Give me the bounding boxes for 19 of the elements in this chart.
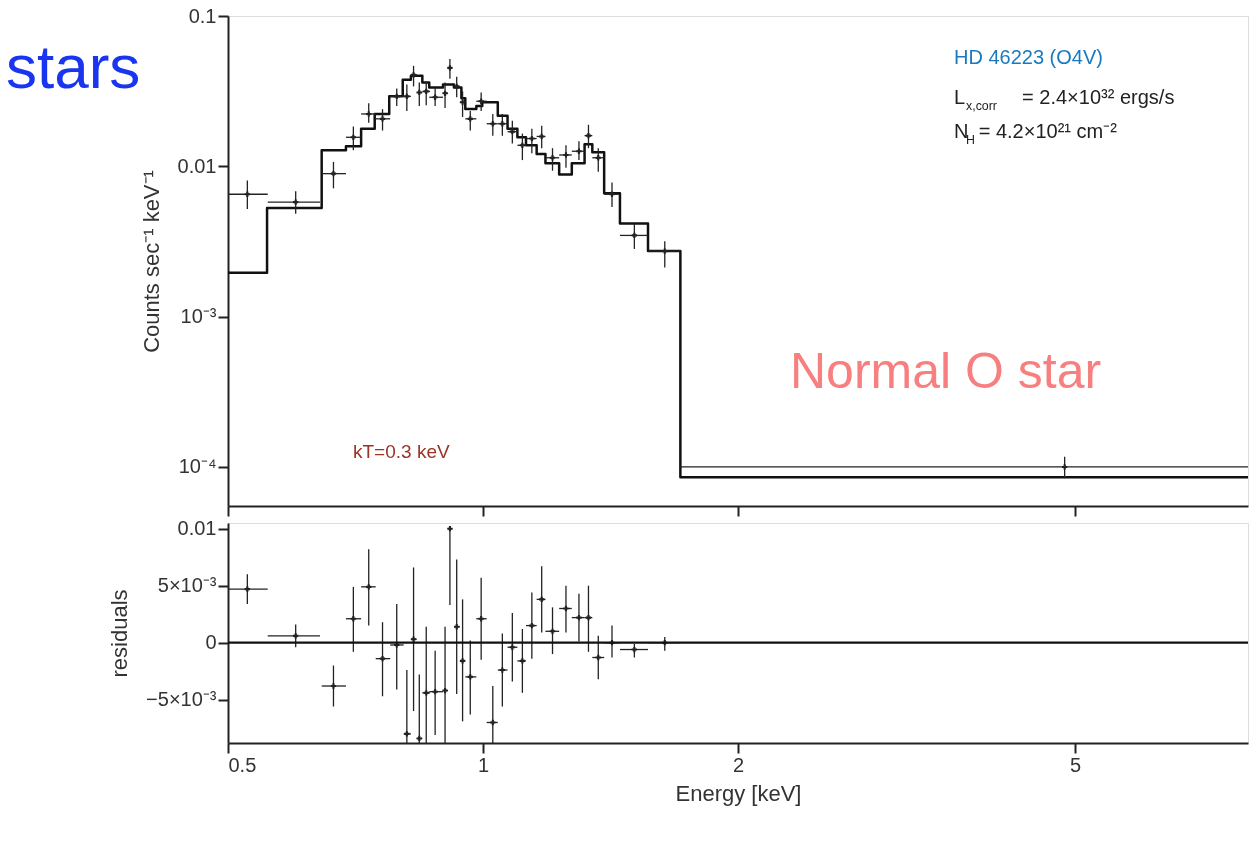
y-axis-title: Counts sec⁻¹ keV⁻¹ [138, 170, 164, 353]
annotation: kT=0.3 keV [353, 441, 450, 462]
y-tick-label: 5×10⁻³ [157, 574, 217, 597]
y-tick-label: 0.01 [177, 154, 217, 177]
y-tick-label: 0.1 [188, 4, 217, 27]
x-tick-label: 5 [1070, 753, 1082, 776]
annotation: HD 46223 (O4V) [954, 46, 1103, 68]
annotation: Normal O star [790, 343, 1102, 399]
x-tick-label: 0.5 [228, 753, 257, 776]
y-tick-label: 10⁻⁴ [178, 455, 217, 478]
y-tick-label: −5×10⁻³ [146, 688, 217, 711]
x-tick-label: 1 [477, 753, 490, 776]
y-tick-label: 0.01 [177, 517, 217, 540]
y-axis-title: residuals [107, 589, 133, 678]
text: stars [6, 32, 141, 101]
x-tick-label: 2 [732, 753, 745, 776]
y-tick-label: 0 [205, 631, 217, 654]
y-tick-label: 10⁻³ [180, 305, 217, 328]
x-axis-title: Energy [keV] [675, 780, 802, 806]
